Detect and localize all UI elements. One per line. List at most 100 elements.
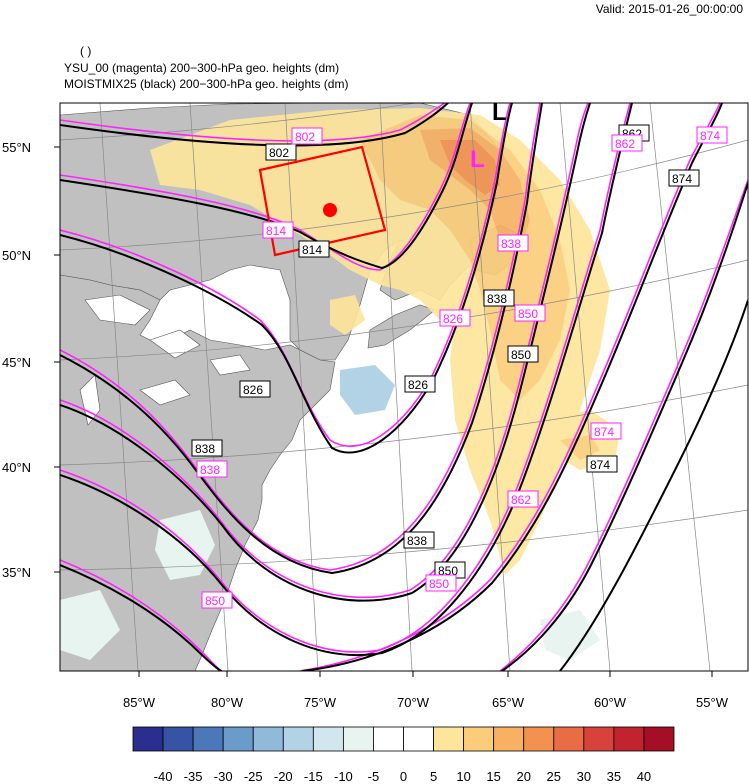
colorbar-swatch	[523, 726, 555, 752]
lon-label: 55°W	[696, 695, 729, 710]
colorbar-swatch	[493, 726, 525, 752]
colorbar-swatch	[553, 726, 585, 752]
svg-text:826: 826	[408, 378, 428, 392]
magenta-contours	[60, 103, 748, 671]
colorbar-label: 20	[516, 769, 530, 784]
colorbar-swatch	[643, 726, 675, 752]
black-label: 838	[483, 289, 515, 307]
lat-ticks	[54, 146, 60, 573]
black-label: 826	[404, 375, 436, 393]
colorbar-swatch	[463, 726, 495, 752]
longitude-labels: 85°W 80°W 75°W 70°W 65°W 60°W 55°W	[123, 695, 729, 710]
colorbar-swatch	[373, 726, 404, 752]
lon-label: 65°W	[492, 695, 525, 710]
colorbar-swatch	[222, 726, 254, 752]
magenta-label: 850	[514, 304, 546, 322]
magenta-label: 874	[696, 126, 728, 144]
lon-label: 80°W	[211, 695, 244, 710]
colorbar-label: -35	[184, 769, 203, 784]
svg-text:826: 826	[243, 383, 263, 397]
valid-time: Valid: 2015-01-26_00:00:00	[595, 2, 743, 16]
magenta-label: 838	[497, 234, 529, 252]
black-label: 802	[265, 143, 297, 161]
svg-text:874: 874	[700, 129, 720, 143]
colorbar-swatch	[613, 726, 645, 752]
lat-label: 55°N	[2, 140, 31, 155]
title-parens: ( )	[80, 44, 92, 58]
lon-ticks	[138, 671, 713, 677]
colorbar-swatch	[403, 726, 434, 752]
svg-text:838: 838	[200, 463, 220, 477]
black-label: 874	[668, 169, 700, 187]
svg-text:814: 814	[266, 224, 286, 238]
colorbar-label: -15	[304, 769, 323, 784]
svg-text:802: 802	[269, 146, 289, 160]
colorbar-label: -20	[274, 769, 293, 784]
colorbar-label: -10	[334, 769, 353, 784]
lat-label: 40°N	[2, 460, 31, 475]
colorbar: -40 -35 -30 -25 -20 -15 -10 -5 0 5 10 15 20 25 30 35 40	[132, 726, 675, 784]
lon-label: 70°W	[397, 695, 430, 710]
colorbar-label: 15	[486, 769, 500, 784]
black-label: 874	[586, 455, 618, 473]
colorbar-label: -5	[368, 769, 380, 784]
magenta-label: 862	[507, 490, 539, 508]
colorbar-label: 25	[547, 769, 561, 784]
nova-scotia-land	[367, 304, 436, 349]
lat-label: 45°N	[2, 355, 31, 370]
svg-text:862: 862	[511, 493, 531, 507]
magenta-legend-line: YSU_00 (magenta) 200−300-hPa geo. height…	[64, 61, 340, 75]
colorbar-label: 35	[607, 769, 621, 784]
svg-text:838: 838	[501, 237, 521, 251]
colorbar-swatch	[312, 726, 344, 752]
location-dot	[323, 203, 337, 217]
svg-text:814: 814	[302, 243, 322, 257]
low-marker-magenta: L	[470, 146, 485, 173]
black-label: 838	[403, 531, 435, 549]
black-label: 814	[298, 240, 330, 258]
svg-text:862: 862	[615, 137, 635, 151]
lat-label: 50°N	[2, 248, 31, 263]
colorbar-swatch	[342, 726, 374, 752]
lon-label: 60°W	[594, 695, 627, 710]
svg-text:802: 802	[295, 130, 315, 144]
colorbar-label: -30	[214, 769, 233, 784]
svg-text:874: 874	[594, 425, 614, 439]
colorbar-label: 0	[400, 769, 407, 784]
magenta-label: 862	[611, 134, 643, 152]
magenta-label: 826	[439, 309, 471, 327]
colorbar-label: -40	[154, 769, 173, 784]
black-contours	[60, 103, 748, 671]
colorbar-label: -25	[244, 769, 263, 784]
black-label: 826	[239, 380, 271, 398]
colorbar-label: 40	[637, 769, 651, 784]
magenta-label: 874	[590, 422, 622, 440]
svg-text:850: 850	[205, 594, 225, 608]
great-lakes	[79, 294, 251, 426]
svg-text:838: 838	[195, 442, 215, 456]
magenta-contour-labels: 802 814 826 838 838 850 850 862 862 874 …	[196, 126, 728, 609]
low-marker-black: L	[492, 99, 507, 126]
colorbar-swatch	[192, 726, 224, 752]
svg-text:838: 838	[487, 292, 507, 306]
colorbar-label: 5	[430, 769, 437, 784]
colorbar-swatch	[282, 726, 314, 752]
colorbar-swatch	[162, 726, 194, 752]
lon-label: 75°W	[304, 695, 337, 710]
black-legend-line: MOISTMIX25 (black) 200−300-hPa geo. heig…	[64, 77, 349, 91]
black-contour-labels: 802 814 826 826 838 838 850 850 862 874 …	[191, 124, 700, 579]
lat-label: 35°N	[2, 565, 31, 580]
magenta-label: 850	[425, 574, 457, 592]
colorbar-swatch	[583, 726, 615, 752]
magenta-label: 802	[291, 127, 323, 145]
magenta-label: 850	[201, 591, 233, 609]
svg-text:838: 838	[407, 534, 427, 548]
colorbar-swatch	[252, 726, 284, 752]
map-frame	[59, 102, 749, 672]
black-label: 850	[507, 345, 539, 363]
black-label: 838	[191, 439, 223, 457]
colorbar-label: 30	[577, 769, 591, 784]
svg-text:874: 874	[590, 458, 610, 472]
lon-label: 85°W	[123, 695, 156, 710]
colorbar-swatch	[433, 726, 465, 752]
